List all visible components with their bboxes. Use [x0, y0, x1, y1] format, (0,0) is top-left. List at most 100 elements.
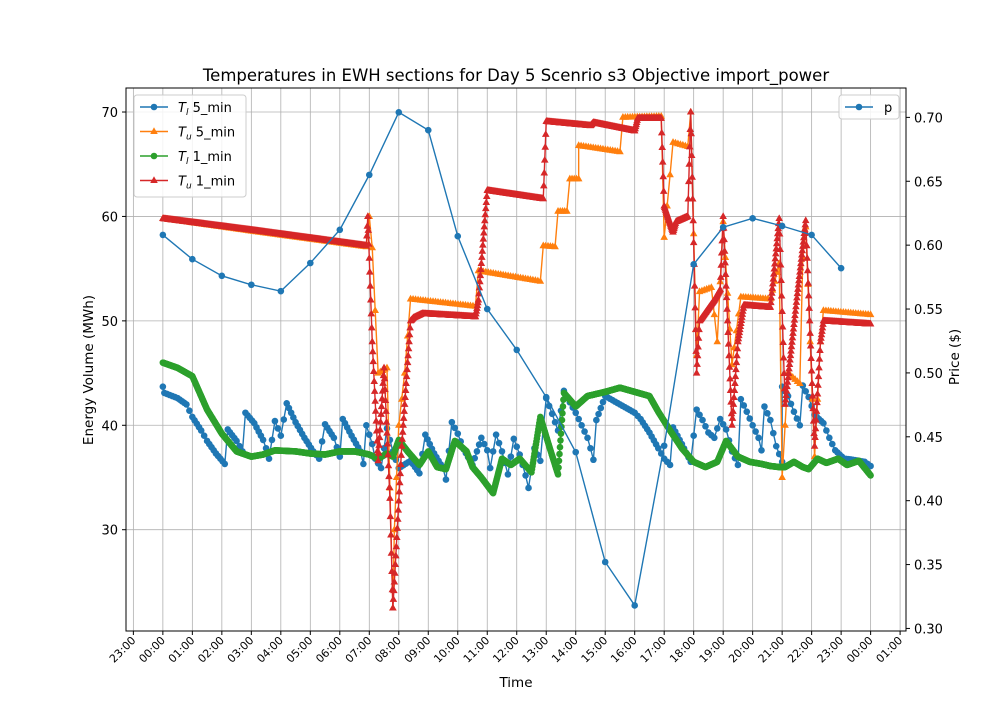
data-point: [777, 291, 786, 299]
data-point: [406, 323, 414, 331]
data-point: [442, 476, 450, 483]
data-point: [722, 293, 731, 301]
data-point: [377, 402, 386, 410]
data-point: [542, 393, 550, 401]
data-point: [399, 414, 408, 421]
data-point: [716, 273, 725, 280]
data-point: [476, 277, 484, 285]
data-point: [504, 471, 512, 478]
data-point: [398, 435, 406, 442]
data-point: [159, 231, 167, 239]
x-tick-label: 15:00: [579, 634, 611, 666]
data-point: [541, 130, 550, 137]
data-point: [584, 434, 591, 442]
legend-label: Tu 1_min: [178, 175, 235, 192]
data-point: [685, 142, 694, 150]
data-point: [480, 440, 488, 448]
data-point: [725, 351, 733, 359]
data-point: [218, 272, 226, 280]
data-point: [385, 483, 394, 491]
data-point: [812, 415, 820, 423]
chart-title: Temperatures in EWH sections for Day 5 S…: [202, 66, 829, 86]
data-point: [479, 234, 488, 242]
data-point: [541, 142, 550, 150]
data-point: [775, 214, 783, 222]
legend-marker: [150, 152, 158, 160]
data-point: [384, 450, 392, 458]
data-point: [784, 373, 792, 381]
data-point: [770, 264, 779, 272]
data-point: [807, 366, 816, 374]
data-point: [769, 274, 778, 282]
data-point: [510, 435, 518, 443]
data-point: [374, 448, 383, 456]
data-point: [803, 266, 812, 274]
data-point: [768, 284, 777, 292]
data-point: [400, 407, 408, 414]
data-point: [771, 254, 780, 262]
data-point: [482, 192, 491, 199]
data-point: [558, 416, 566, 424]
data-point: [805, 316, 814, 324]
data-point: [685, 160, 694, 167]
data-point: [837, 264, 845, 272]
data-point: [551, 418, 559, 426]
data-point: [371, 306, 379, 313]
data-point: [769, 279, 777, 287]
data-point: [688, 194, 697, 202]
data-point: [768, 288, 776, 296]
x-tick-label: 12:00: [490, 634, 522, 666]
data-point: [492, 431, 500, 438]
y-tick-label: 30: [101, 524, 118, 539]
data-point: [767, 298, 775, 306]
data-point: [587, 444, 594, 452]
data-point: [377, 464, 385, 472]
data-point: [789, 324, 798, 332]
y2-axis-label: Price ($): [947, 329, 963, 385]
data-point: [818, 327, 826, 334]
data-point: [666, 461, 674, 469]
data-point: [507, 453, 515, 460]
data-point: [513, 443, 521, 450]
data-point: [481, 210, 490, 218]
data-point: [867, 462, 874, 470]
data-point: [733, 351, 741, 359]
data-point: [789, 329, 797, 336]
data-point: [659, 187, 668, 194]
data-point: [480, 222, 489, 230]
y2-axis: 0.30 0.35 0.40 0.45 0.50 0.55 0.60 0.65 0.70: [906, 111, 943, 637]
data-point: [817, 334, 825, 341]
data-point: [693, 406, 700, 413]
data-point: [817, 330, 826, 338]
data-point: [788, 338, 796, 345]
data-point: [539, 194, 548, 202]
data-point: [776, 260, 785, 268]
data-point: [804, 291, 813, 299]
data-point: [787, 342, 796, 350]
data-point: [808, 391, 817, 399]
data-point: [368, 243, 377, 251]
data-point: [318, 438, 326, 445]
data-point: [277, 287, 285, 295]
data-point: [416, 470, 423, 477]
data-point: [796, 421, 804, 429]
data-point: [397, 441, 406, 449]
data-point: [798, 250, 806, 258]
legend-label: Tl 5_min: [178, 101, 232, 118]
data-point: [793, 289, 802, 297]
data-point: [785, 364, 793, 372]
data-point: [749, 215, 756, 222]
data-point: [694, 342, 702, 350]
data-point: [658, 157, 667, 165]
data-point: [555, 457, 563, 465]
data-point: [731, 372, 740, 380]
data-point: [743, 408, 751, 416]
data-point: [383, 439, 392, 447]
series-t-u-1-min: [159, 107, 875, 611]
data-point: [816, 337, 825, 345]
data-point: [828, 440, 836, 448]
data-point: [368, 440, 376, 448]
data-point: [274, 425, 282, 432]
data-point: [686, 107, 695, 115]
